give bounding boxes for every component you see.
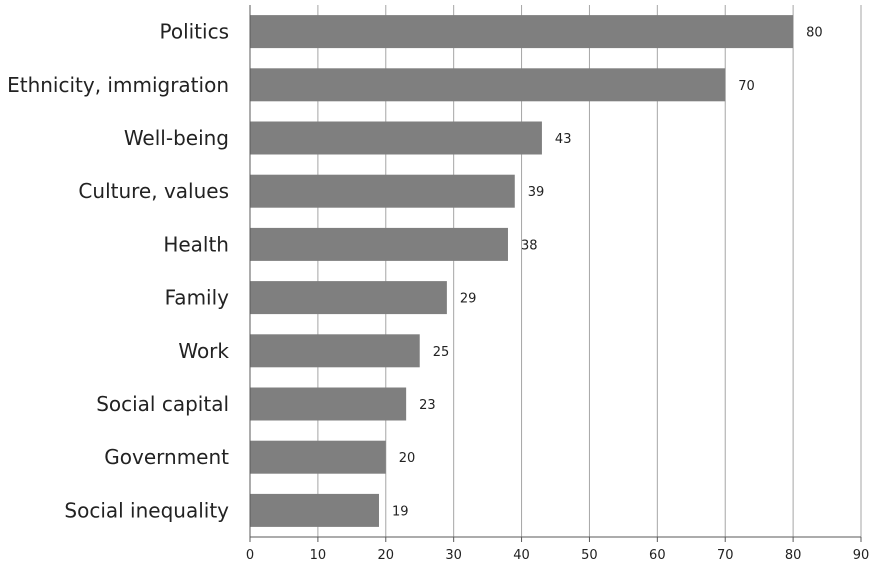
category-label: Culture, values <box>78 179 229 203</box>
x-tick-label: 10 <box>310 548 327 563</box>
category-label: Well-being <box>124 126 229 150</box>
category-labels: Politics Ethnicity, immigration Well-being… <box>7 20 229 523</box>
x-tick-label: 80 <box>785 548 802 563</box>
bar <box>250 121 542 155</box>
bar <box>250 68 726 102</box>
data-label: 29 <box>460 292 477 307</box>
data-label: 39 <box>528 185 545 200</box>
x-axis-tick-labels: 0 10 20 30 40 50 60 70 80 90 <box>246 548 869 563</box>
x-tick-label: 0 <box>246 548 254 563</box>
data-label: 70 <box>738 79 755 94</box>
bar <box>250 334 420 368</box>
category-label: Work <box>178 339 229 363</box>
data-label: 43 <box>555 132 572 147</box>
data-label: 25 <box>433 345 450 360</box>
x-tick-label: 20 <box>378 548 395 563</box>
category-label: Ethnicity, immigration <box>7 73 229 97</box>
category-label: Politics <box>159 20 229 44</box>
data-label: 19 <box>392 504 409 519</box>
x-tick-label: 50 <box>581 548 598 563</box>
x-tick-label: 30 <box>445 548 462 563</box>
bar <box>250 15 794 49</box>
category-label: Social inequality <box>64 498 229 522</box>
x-tick-label: 70 <box>717 548 734 563</box>
bar <box>250 387 407 421</box>
x-tick-label: 40 <box>513 548 530 563</box>
category-label: Family <box>165 286 230 310</box>
x-tick-label: 60 <box>649 548 666 563</box>
value-labels: 80 70 43 39 38 29 25 23 20 19 <box>392 26 823 520</box>
category-label: Government <box>104 445 229 469</box>
bar <box>250 281 447 315</box>
axes <box>249 5 862 542</box>
data-label: 80 <box>806 26 823 41</box>
bars <box>250 15 794 527</box>
data-label: 38 <box>521 238 538 253</box>
category-label: Social capital <box>96 392 229 416</box>
x-tick-label: 90 <box>853 548 870 563</box>
bar <box>250 440 386 474</box>
category-label: Health <box>163 232 229 256</box>
data-label: 20 <box>399 451 416 466</box>
bar <box>250 174 515 208</box>
data-label: 23 <box>419 398 436 413</box>
bar <box>250 493 379 527</box>
bar <box>250 227 508 261</box>
